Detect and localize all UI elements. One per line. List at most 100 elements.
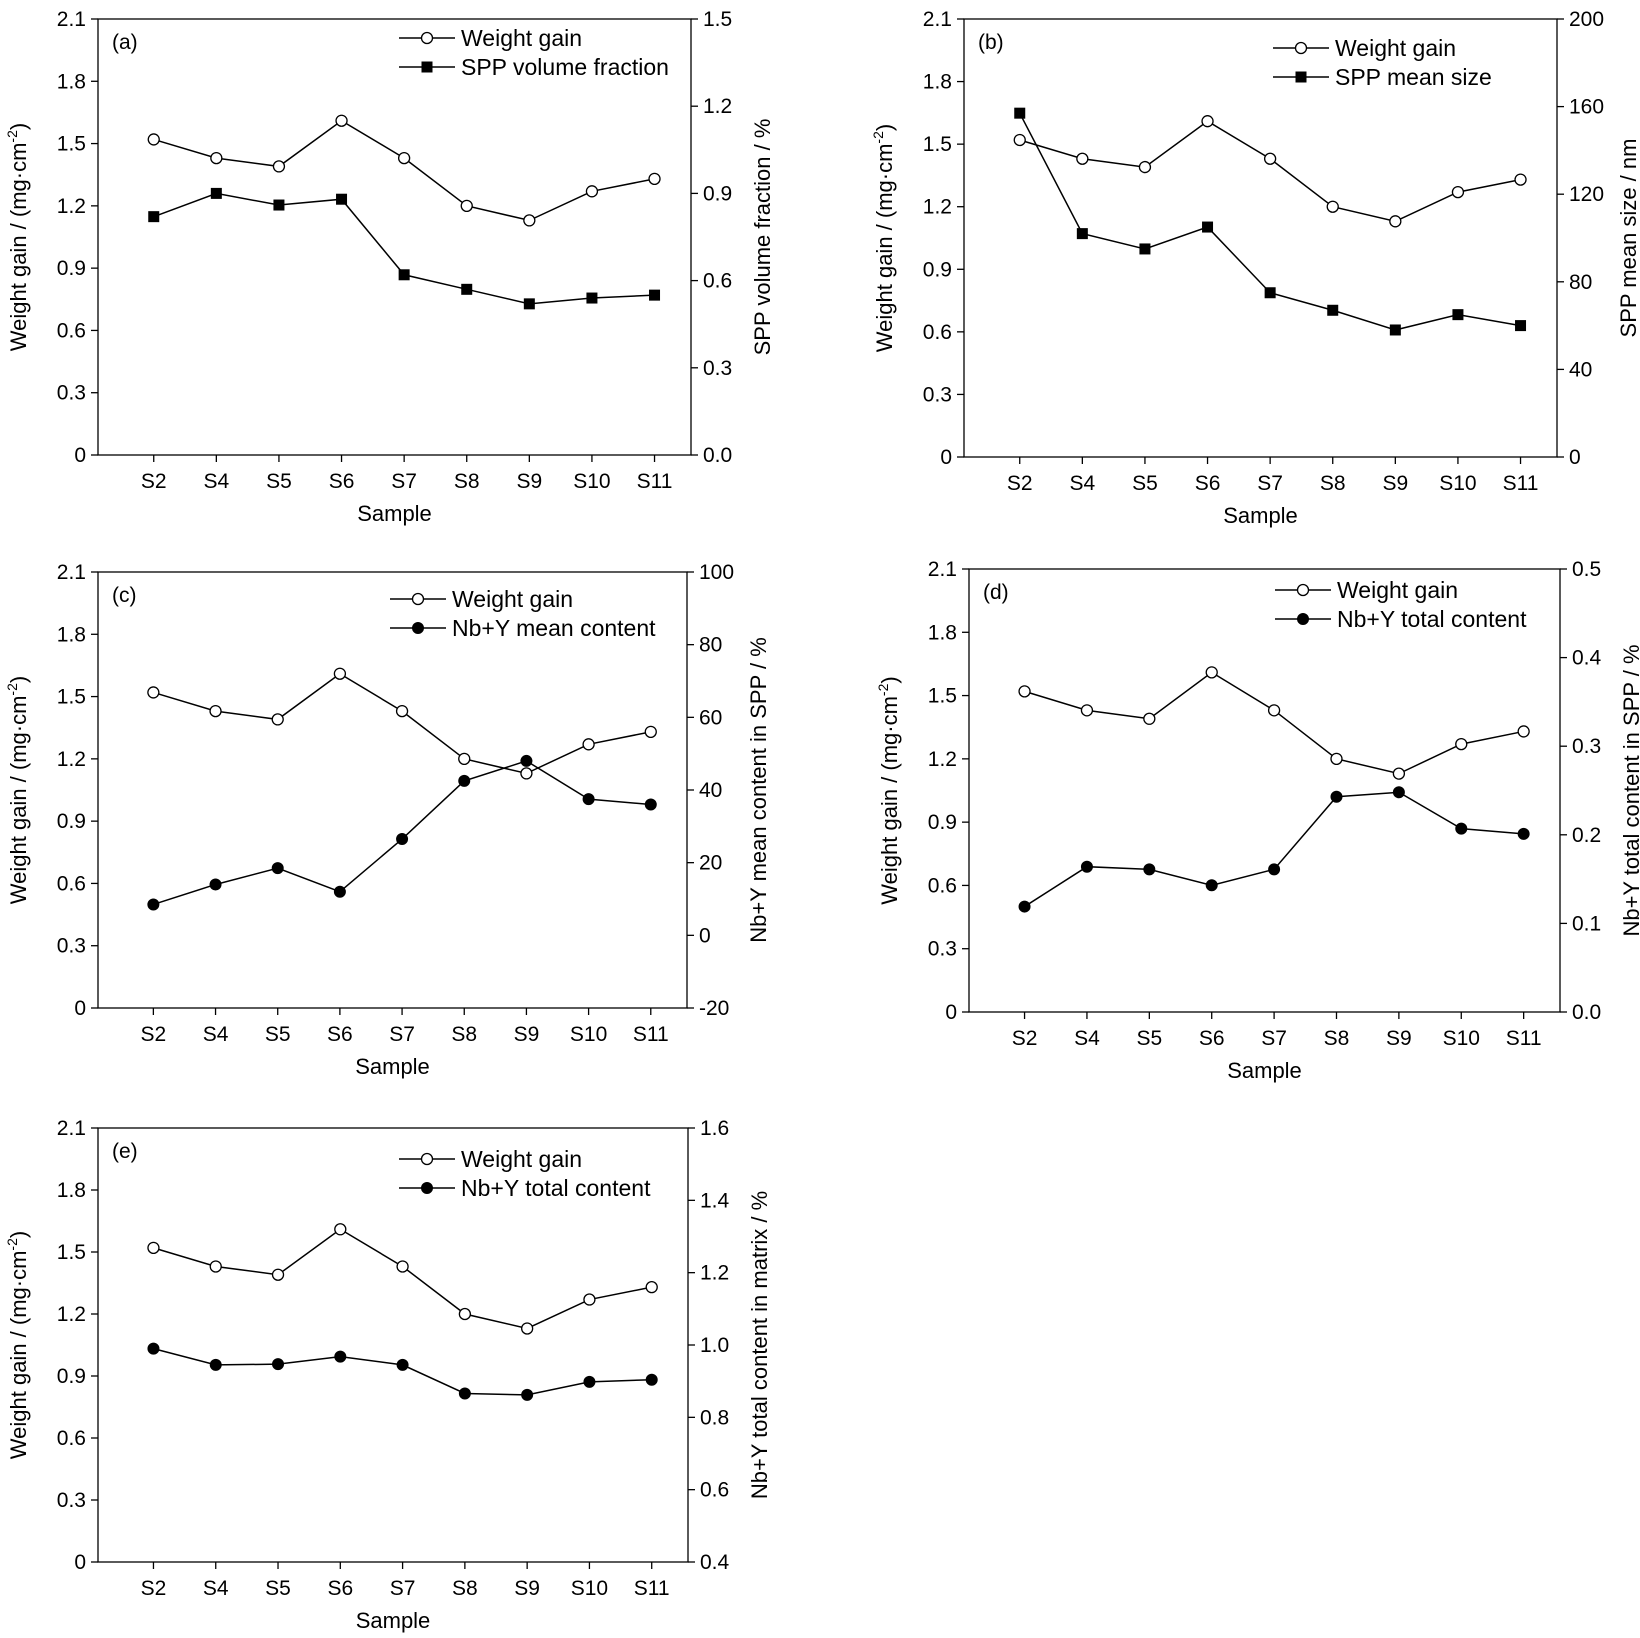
data-point <box>333 885 346 898</box>
data-point <box>148 211 160 223</box>
legend-marker <box>411 592 425 606</box>
left-tick-label: 0.9 <box>928 811 957 834</box>
left-axis-label: Weight gain / (mg·cm-2) <box>4 1231 31 1459</box>
left-axis-label-sup: -2 <box>4 1238 20 1251</box>
data-point <box>1455 737 1468 751</box>
series-weight-gain <box>1018 666 1530 780</box>
left-tick-label: 2.1 <box>57 1117 86 1140</box>
data-point <box>1205 879 1218 892</box>
data-point <box>210 187 222 199</box>
left-axis-label: Weight gain / (mg·cm-2) <box>875 676 902 904</box>
data-point <box>458 774 471 787</box>
right-axis-label: SPP volume fraction / % <box>750 119 775 356</box>
series-line <box>1024 791 1524 908</box>
left-tick-label: 0.9 <box>57 257 86 280</box>
data-point <box>147 133 160 146</box>
data-point <box>460 199 473 213</box>
right-tick-label: 160 <box>1569 96 1604 119</box>
data-point <box>1202 221 1214 233</box>
data-point <box>461 283 473 295</box>
series-line <box>153 672 651 775</box>
left-tick-label: 1.2 <box>57 1303 86 1326</box>
data-point <box>271 862 284 875</box>
data-point <box>1452 309 1464 321</box>
left-axis-label-text: Weight gain / (mg·cm <box>6 143 31 352</box>
series-line <box>153 192 655 305</box>
series-secondary <box>1014 107 1527 336</box>
right-axis-label: Nb+Y total content in SPP / % <box>1619 644 1640 936</box>
series-weight-gain <box>147 667 657 780</box>
series-line <box>153 119 655 222</box>
left-tick-label: 2.1 <box>57 8 86 31</box>
x-tick-label: S2 <box>141 470 167 493</box>
left-tick-label: 1.8 <box>57 70 86 93</box>
series-secondary <box>147 1342 658 1401</box>
right-tick-label: 1.4 <box>700 1189 730 1212</box>
x-tick-label: S7 <box>1257 472 1283 495</box>
data-point <box>1139 243 1151 255</box>
data-point <box>1013 133 1026 147</box>
right-tick-label: 0.5 <box>1572 558 1601 581</box>
data-point <box>520 767 533 780</box>
x-tick-label: S7 <box>1261 1027 1287 1050</box>
chart-panel-d: 0 0.3 0.6 0.9 1.2 1.5 1.8 2.1 0.0 0.1 0.2 0.3 0.4 0.5… <box>875 558 1640 1083</box>
data-point <box>583 1293 596 1306</box>
left-tick-label: 1.8 <box>57 1179 86 1202</box>
left-tick-label: 1.5 <box>57 1241 86 1264</box>
right-axis-label: SPP mean size / nm <box>1616 139 1640 338</box>
data-point <box>645 1280 658 1294</box>
x-tick-label: S2 <box>1012 1027 1038 1050</box>
legend-label: SPP volume fraction <box>461 54 669 80</box>
right-tick-label: 40 <box>699 779 722 802</box>
data-point <box>271 713 284 726</box>
data-point <box>523 298 535 310</box>
x-tick-label: S9 <box>514 1023 540 1046</box>
x-tick-label: S10 <box>571 1577 608 1600</box>
x-axis-label: Sample <box>357 501 432 526</box>
legend-label: Nb+Y total content <box>1337 606 1527 632</box>
x-tick-label: S6 <box>329 470 355 493</box>
x-tick-label: S9 <box>1386 1027 1412 1050</box>
data-point <box>1143 712 1156 725</box>
x-tick-label: S11 <box>634 1577 670 1600</box>
legend-marker <box>421 61 433 73</box>
data-point <box>147 1241 160 1255</box>
data-point <box>1138 160 1152 174</box>
legend-label: Weight gain <box>461 1146 582 1172</box>
x-axis-label: Sample <box>1227 1058 1302 1083</box>
left-axis-label-end: ) <box>6 676 31 683</box>
x-tick-label: S4 <box>1074 1027 1100 1050</box>
right-tick-label: 1.2 <box>703 95 732 118</box>
x-tick-label: S8 <box>451 1023 477 1046</box>
panel-label: (b) <box>978 31 1004 54</box>
left-tick-label: 2.1 <box>923 8 952 31</box>
data-point <box>1515 320 1527 332</box>
series-line <box>1019 120 1521 223</box>
legend-marker <box>1295 71 1307 83</box>
data-point <box>1392 767 1406 780</box>
x-tick-label: S2 <box>141 1577 167 1600</box>
data-point <box>1330 790 1343 803</box>
x-axis-label: Sample <box>356 1608 431 1633</box>
legend-marker <box>1294 41 1308 55</box>
left-tick-label: 1.5 <box>923 133 952 156</box>
plot-frame <box>968 568 1561 1013</box>
left-tick-label: 0.6 <box>928 874 957 897</box>
chart-panel-e: 0 0.3 0.6 0.9 1.2 1.5 1.8 2.1 0.4 0.6 0.8 1.0 1.2 1.4… <box>4 1117 772 1633</box>
x-tick-label: S5 <box>266 470 292 493</box>
left-tick-label: 1.5 <box>928 685 957 708</box>
data-point <box>644 725 657 739</box>
series-weight-gain <box>147 114 661 227</box>
left-tick-label: 0.9 <box>57 810 86 833</box>
right-axis-label: Nb+Y mean content in SPP / % <box>746 637 771 943</box>
right-tick-label: 120 <box>1569 183 1604 206</box>
left-tick-label: 1.2 <box>928 748 957 771</box>
right-tick-label: 1.6 <box>700 1117 729 1140</box>
x-tick-label: S9 <box>514 1577 540 1600</box>
x-tick-label: S4 <box>1069 472 1095 495</box>
data-point <box>1080 860 1093 873</box>
left-tick-label: 0 <box>945 1001 957 1024</box>
left-axis-label-end: ) <box>6 123 31 130</box>
legend-marker <box>1297 613 1309 625</box>
left-tick-label: 0.6 <box>57 1427 86 1450</box>
